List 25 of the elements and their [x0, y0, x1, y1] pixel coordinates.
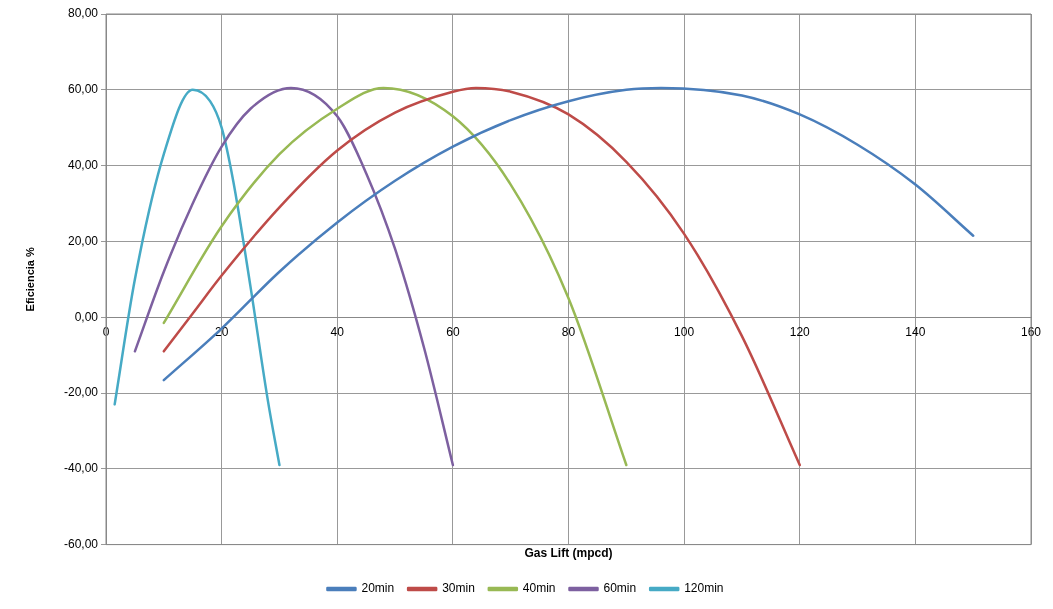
y-tick-label: -60,00: [63, 536, 99, 551]
y-tick-label: -20,00: [63, 385, 99, 400]
x-tick-label: 60: [446, 324, 460, 339]
legend-label: 30min: [442, 581, 475, 596]
x-axis-title: Gas Lift (mpcd): [524, 546, 613, 561]
x-tick-label: 80: [561, 324, 576, 339]
x-tick-label: 160: [1020, 324, 1042, 339]
line-series: [113, 88, 281, 467]
y-tick-label: 40,00: [67, 157, 99, 172]
y-tick-label: 60,00: [67, 82, 99, 97]
y-tick-label: 80,00: [67, 6, 99, 21]
x-tick-label: 100: [674, 324, 695, 339]
legend-label: 40min: [522, 581, 556, 596]
line-series: [162, 86, 975, 382]
x-tick-label: 40: [330, 324, 345, 339]
x-tick-label: 140: [905, 324, 926, 339]
y-axis-title: Eficiencia %: [23, 246, 36, 312]
y-tick-label: 20,00: [67, 233, 99, 248]
line-series: [162, 86, 628, 467]
legend-label: 60min: [603, 581, 637, 596]
legend-label: 20min: [361, 581, 395, 596]
legend-label: 120min: [684, 581, 724, 596]
y-tick-label: 0,00: [74, 309, 99, 324]
y-tick-label: -40,00: [63, 461, 99, 476]
x-tick-label: 120: [789, 324, 811, 339]
